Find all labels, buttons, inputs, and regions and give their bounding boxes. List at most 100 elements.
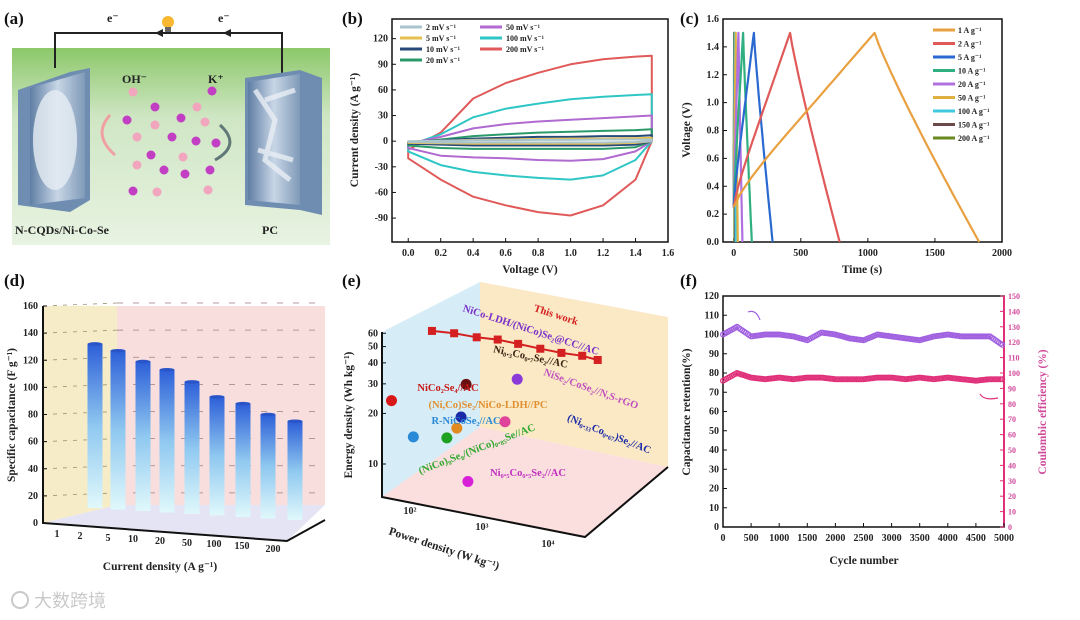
watermark-logo-icon	[11, 591, 29, 609]
bar-top	[287, 419, 303, 424]
y2-tick-label: 70	[1008, 415, 1016, 424]
y2-tick-label: 100	[1008, 369, 1020, 378]
comparison-point	[511, 373, 523, 385]
x-tick-label: 10⁴	[542, 539, 555, 550]
electron-flow-arrows-icon	[155, 29, 231, 37]
comparison-point	[451, 422, 463, 434]
y-tick-label: 10	[709, 503, 719, 514]
y-tick-label: 40	[709, 445, 719, 456]
y-tick-label: 50	[368, 342, 378, 353]
y-axis-label: Energy density (Wh kg⁻¹)	[343, 351, 355, 478]
y-tick-label: 20	[368, 408, 378, 419]
plot-frame	[722, 295, 1005, 528]
y2-tick-label: 60	[1008, 431, 1016, 440]
y-axis-label: Capacitance retention(%)	[681, 348, 693, 475]
negative-electrode-label: PC	[262, 223, 278, 237]
y-tick-label: 0.6	[707, 153, 720, 164]
y-tick-label: 0.2	[707, 209, 720, 220]
x-axis-label: Cycle number	[829, 555, 898, 567]
watermark-text: 大数跨境	[34, 591, 106, 612]
x-tick-label: 1000	[858, 248, 878, 259]
cation-ion	[167, 132, 177, 142]
gcd-curve	[732, 31, 774, 243]
axes	[381, 332, 669, 539]
y-tick-label: 60	[378, 85, 388, 96]
legend-label: 200 A g⁻¹	[958, 134, 990, 143]
circuit-wire	[54, 32, 283, 83]
x-tick-label: 4000	[938, 533, 958, 544]
y2-tick-label: 20	[1008, 492, 1016, 501]
gcd-curve	[732, 31, 981, 243]
y-tick-label: 0.8	[707, 126, 720, 137]
y-tick-label: 40	[28, 464, 38, 475]
x-tick-label: 0.2	[434, 248, 447, 259]
y-tick-label: 90	[709, 349, 719, 360]
x-tick-label: 0.4	[467, 248, 480, 259]
bar	[184, 381, 200, 514]
panel-label-e: (e)	[342, 271, 361, 290]
y2-tick-label: 50	[1008, 446, 1016, 455]
electron-label-left: e⁻	[107, 11, 119, 25]
grid-line	[42, 383, 118, 388]
y-tick-label: -60	[375, 187, 388, 198]
x-tick-label: 3000	[882, 533, 902, 544]
y-tick-label: 120	[373, 34, 388, 45]
cation-ion	[150, 102, 160, 112]
data-point	[999, 376, 1006, 383]
ion-flow-arrow-icon	[214, 123, 232, 162]
comparison-point	[499, 416, 511, 428]
x-tick-label: 0	[731, 248, 736, 259]
x-tick-label: 5000	[994, 533, 1014, 544]
x-tick-label: 10	[128, 534, 138, 545]
cv-chart: Voltage (V) Current density (A g⁻¹) 0.0 0…	[349, 18, 675, 276]
capacitance-bar-chart: Current density (A g⁻¹) Specific capacit…	[6, 301, 326, 573]
cation-ion	[146, 150, 156, 160]
x-tick-label: 150	[235, 541, 250, 552]
x-tick-label: 1.6	[662, 248, 675, 259]
y-tick-label: 30	[378, 111, 388, 122]
y2-tick-label: 110	[1008, 354, 1020, 363]
this-work-point	[427, 326, 436, 335]
legend-label: 2 mV s⁻¹	[426, 23, 457, 32]
this-work-point	[493, 335, 502, 344]
legend-label: 50 A g⁻¹	[958, 94, 986, 103]
right-axis-pointer-icon	[979, 393, 999, 400]
this-work-point	[557, 348, 566, 357]
legend-label: 10 mV s⁻¹	[426, 45, 461, 54]
ragone-3d-chart: Power density (W kg⁻¹) Energy density (W…	[343, 282, 669, 573]
cation-ion	[207, 86, 217, 96]
x-tick-label: 0.0	[402, 248, 415, 259]
y-tick-label: 20	[28, 491, 38, 502]
ion-flow-arrow-icon	[100, 113, 117, 157]
legend-label: 10 A g⁻¹	[958, 67, 986, 76]
bar-top	[110, 348, 126, 353]
y-tick-label: 50	[709, 426, 719, 437]
comparison-point	[460, 378, 472, 390]
y-axis-label: Voltage (V)	[681, 102, 693, 158]
legend-label: 1 A g⁻¹	[958, 26, 982, 35]
legend-label: 2 A g⁻¹	[958, 40, 982, 49]
grid-line	[42, 329, 118, 334]
legend-label: 150 A g⁻¹	[958, 121, 990, 130]
y-tick-label: 0.4	[707, 181, 720, 192]
bar	[159, 369, 175, 513]
bar	[87, 343, 103, 508]
y-tick-label: 10	[368, 459, 378, 470]
x-tick-label: 500	[744, 533, 759, 544]
y-tick-label: -90	[375, 213, 388, 224]
y-tick-label: 1.4	[707, 42, 720, 53]
y-tick-label: 60	[368, 328, 378, 339]
comparison-point	[385, 395, 397, 407]
this-work-point	[472, 333, 481, 342]
x-tick-label: 0.8	[532, 248, 545, 259]
cation-label: K⁺	[208, 72, 224, 86]
cation-ion	[180, 169, 190, 179]
anion-ion	[152, 187, 162, 197]
y-tick-label: 80	[709, 368, 719, 379]
bar-top	[235, 401, 251, 406]
cation-ion	[128, 186, 138, 196]
y-tick-label: 60	[28, 437, 38, 448]
panel-label-a: (a)	[4, 9, 24, 28]
this-work-point	[450, 329, 459, 338]
